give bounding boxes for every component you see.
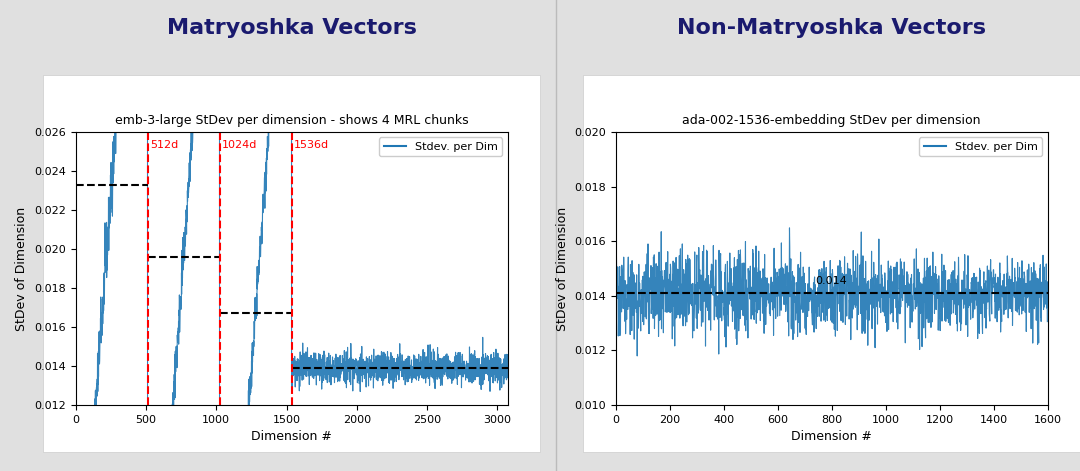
Text: 512d: 512d (150, 140, 178, 150)
Text: 1536d: 1536d (294, 140, 329, 150)
Title: emb-3-large StDev per dimension - shows 4 MRL chunks: emb-3-large StDev per dimension - shows … (114, 114, 469, 127)
Y-axis label: StDev of Dimension: StDev of Dimension (555, 206, 568, 331)
Text: 1024d: 1024d (222, 140, 257, 150)
X-axis label: Dimension #: Dimension # (792, 430, 872, 443)
Legend: Stdev. per Dim: Stdev. per Dim (379, 138, 502, 156)
Text: Matryoshka Vectors: Matryoshka Vectors (166, 18, 417, 38)
X-axis label: Dimension #: Dimension # (252, 430, 332, 443)
Title: ada-002-1536-embedding StDev per dimension: ada-002-1536-embedding StDev per dimensi… (683, 114, 981, 127)
Text: 0.014: 0.014 (815, 276, 848, 286)
Text: Non-Matryoshka Vectors: Non-Matryoshka Vectors (677, 18, 986, 38)
Legend: Stdev. per Dim: Stdev. per Dim (919, 138, 1042, 156)
Y-axis label: StDev of Dimension: StDev of Dimension (15, 206, 28, 331)
